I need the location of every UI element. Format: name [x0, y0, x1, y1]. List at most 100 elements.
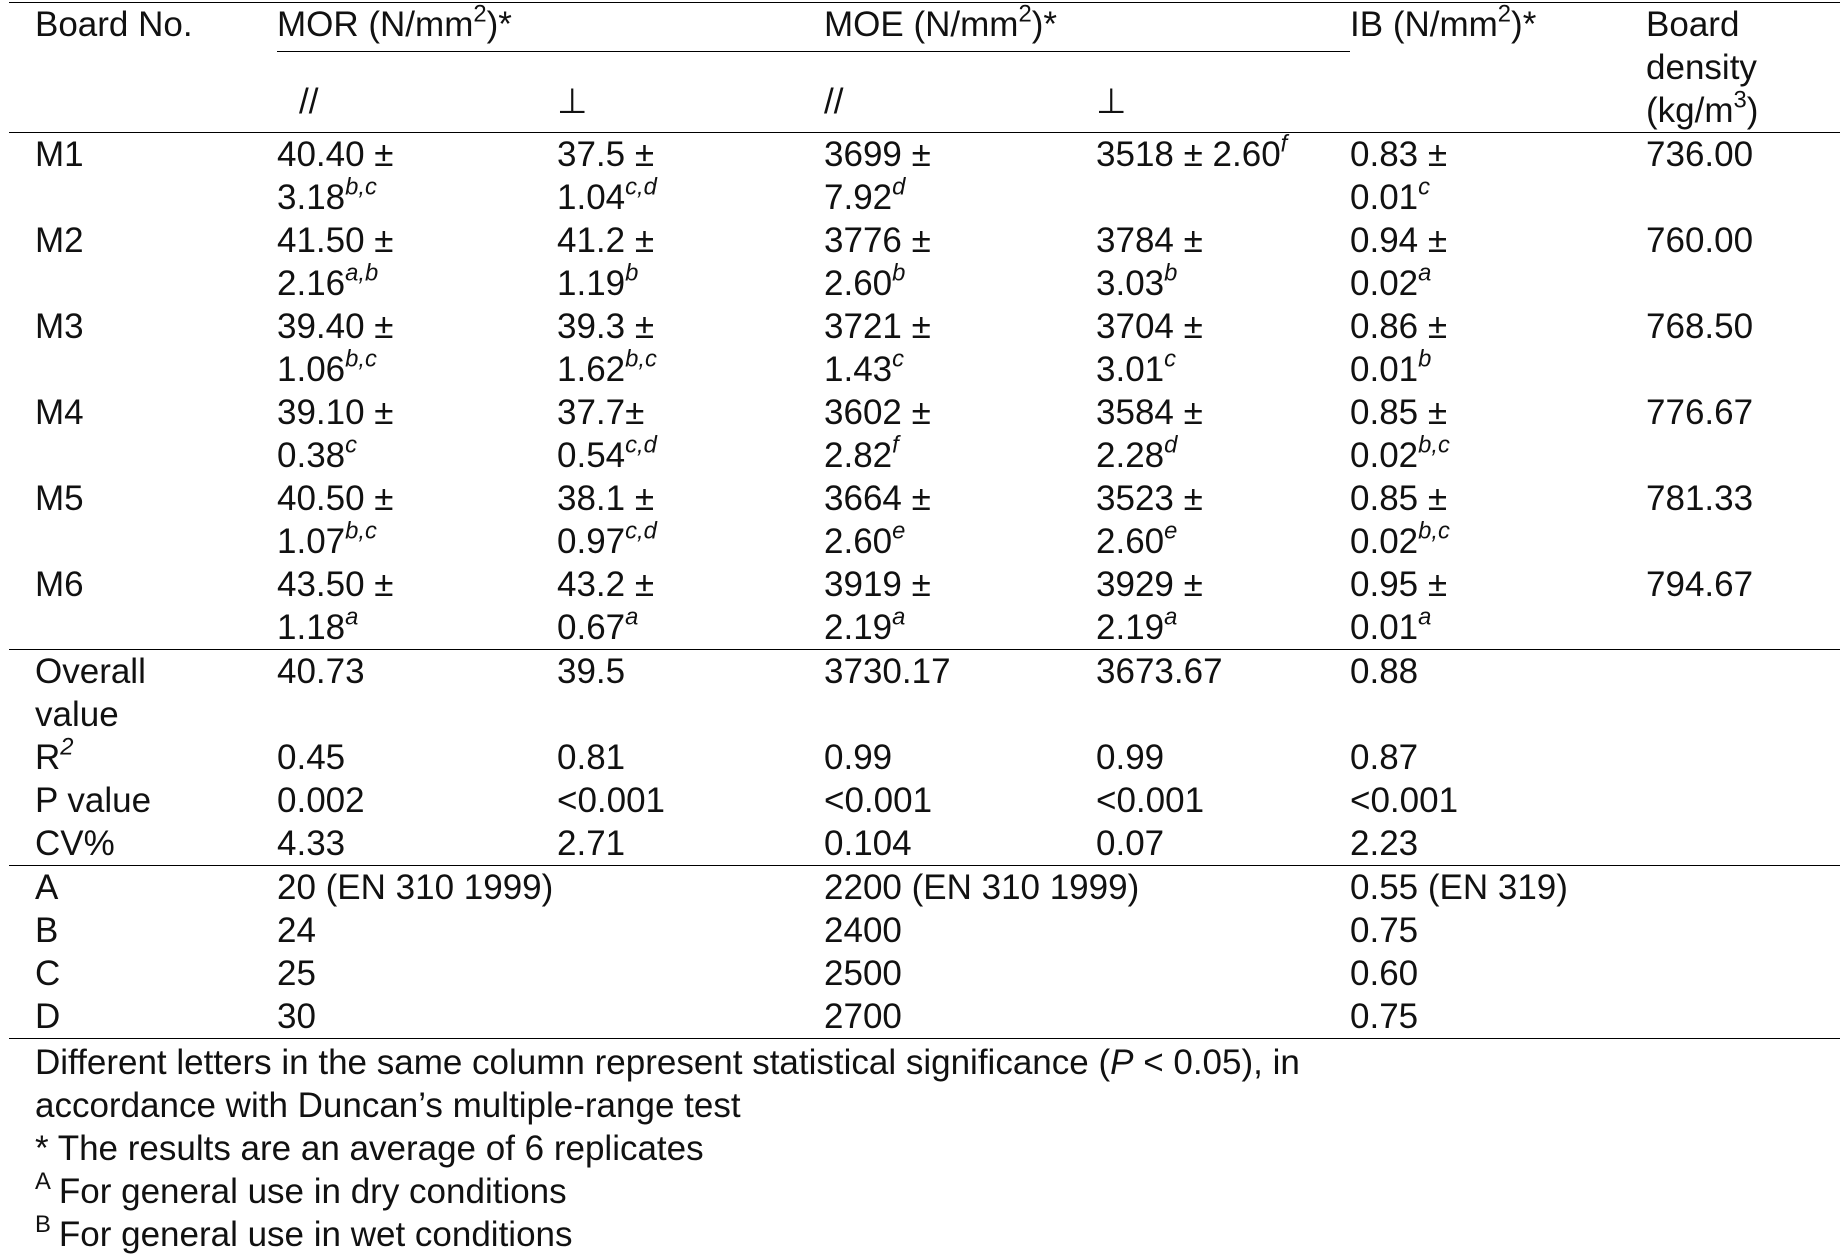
cell-text: 2200 (EN 310 1999) — [824, 868, 1140, 907]
cell-text: M2 — [35, 221, 84, 260]
cell-text: 776.67 — [1646, 393, 1754, 432]
cell: 0.002 — [277, 779, 557, 822]
cell-text: MOR (N/mm — [277, 5, 474, 44]
cell: 39.40 ± 1.06b,c — [277, 305, 557, 391]
cell: 794.67 — [1646, 563, 1840, 650]
cell-text: 3602 ± 2.82 — [824, 393, 931, 475]
cell-text: 794.67 — [1646, 565, 1754, 604]
cell-text: M4 — [35, 393, 84, 432]
superscript: b,c — [345, 173, 377, 201]
cell: 40.40 ± 3.18b,c — [277, 132, 557, 219]
cell: 2700 — [824, 995, 1351, 1039]
cell-text: 40.40 ± 3.18 — [277, 135, 394, 217]
superscript: b — [625, 259, 639, 287]
superscript: 2 — [60, 733, 74, 761]
empty-cell — [1646, 995, 1840, 1039]
row-label: M3 — [9, 305, 277, 391]
superscript: b — [892, 259, 906, 287]
cell: 3673.67 — [1096, 649, 1351, 736]
superscript: c,d — [625, 517, 657, 545]
row-label: M2 — [9, 219, 277, 305]
cell-text: 3776 ± 2.60 — [824, 221, 931, 303]
cell-text: 39.10 ± 0.38 — [277, 393, 394, 475]
cell-text: 0.87 — [1350, 738, 1419, 777]
cell-text: M6 — [35, 565, 84, 604]
cell-text: )* — [1511, 5, 1537, 44]
cell: 3929 ± 2.19a — [1096, 563, 1350, 650]
cell: 3664 ± 2.60e — [824, 477, 1096, 563]
cell: 43.50 ± 1.18a — [277, 563, 557, 650]
superscript: a — [892, 603, 906, 631]
cell: 2.71 — [557, 822, 824, 866]
cell-text: For general use in wet conditions — [58, 1215, 573, 1254]
superscript: c — [892, 345, 905, 373]
superscript: 2 — [473, 0, 487, 28]
cell-text: ⊥ — [557, 82, 588, 122]
cell-text: M5 — [35, 479, 84, 518]
cell-text: 0.55 (EN 319) — [1350, 868, 1568, 907]
header-row: Board No. MOR (N/mm2)* MOE (N/mm2)* IB (N/m… — [9, 0, 1840, 133]
cell-text: // — [299, 82, 319, 122]
cell-text: 3699 ± 7.92 — [824, 135, 931, 217]
superscript: a — [1418, 259, 1432, 287]
cell: 40.50 ± 1.07b,c — [277, 477, 557, 563]
superscript: f — [892, 431, 899, 459]
superscript: b,c — [625, 345, 657, 373]
superscript: b,c — [345, 517, 377, 545]
cell: <0.001 — [557, 779, 824, 822]
cell-text: 3523 ± 2.60 — [1096, 479, 1203, 561]
cell-text: 24 — [277, 911, 316, 950]
cell: 39.5 — [557, 649, 825, 736]
cell-text: 39.3 ± 1.62 — [557, 307, 655, 389]
cell-text: 0.45 — [277, 738, 346, 777]
cell-text: 40.50 ± 1.07 — [277, 479, 394, 561]
cell: 0.87 — [1350, 736, 1646, 779]
cell-text: R — [35, 738, 61, 777]
cell-text: 39.5 — [557, 652, 626, 691]
cell: 39.3 ± 1.62b,c — [557, 305, 824, 391]
standard-row: A 20 (EN 310 1999) 2200 (EN 310 1999) 0.55 … — [9, 865, 1840, 909]
cell-text: 0.99 — [824, 738, 893, 777]
empty-cell — [1646, 865, 1840, 909]
cell-text: )* — [1031, 5, 1057, 44]
italic-text: P — [1110, 1043, 1134, 1082]
cell: 768.50 — [1646, 305, 1840, 391]
cell-text: 0.86 ± 0.01 — [1350, 307, 1448, 389]
cell: 3584 ± 2.28d — [1096, 391, 1350, 477]
footnote-mark: A — [35, 1167, 51, 1195]
superscript: b — [1164, 259, 1178, 287]
cell: 0.45 — [277, 736, 557, 779]
empty-cell — [1646, 649, 1840, 736]
cell-text: A — [35, 868, 59, 907]
table-body: Board No. MOR (N/mm2)* MOE (N/mm2)* IB (N/m… — [9, 0, 1840, 1039]
standard-row: B 24 2400 0.75 — [9, 909, 1840, 952]
cell-text: 3919 ± 2.19 — [824, 565, 931, 647]
cell: 39.10 ± 0.38c — [277, 391, 557, 477]
summary-row: Overall value 40.73 39.5 3730.17 3673.67 0.88 — [9, 649, 1840, 736]
cell-text: 0.002 — [277, 781, 365, 820]
cell: 0.60 — [1350, 952, 1646, 995]
header-cell: Board density (kg/m3) — [1646, 2, 1840, 133]
footnotes: Different letters in the same column rep… — [35, 1041, 1825, 1256]
cell-text: )* — [486, 5, 512, 44]
cell: 3730.17 — [824, 649, 1097, 736]
row-label: M6 — [9, 563, 277, 650]
cell: 0.75 — [1350, 909, 1646, 952]
header-sub: ⊥ — [1096, 52, 1350, 133]
cell-text: 30 — [277, 997, 316, 1036]
summary-row: CV% 4.33 2.71 0.104 0.07 2.23 — [9, 822, 1840, 866]
cell-text: 43.2 ± 0.67 — [557, 565, 655, 647]
row-label: R2 — [9, 733, 277, 779]
cell: 25 — [277, 952, 824, 995]
superscript: 2 — [1497, 0, 1512, 28]
header-group: MOE (N/mm2)* — [824, 1, 1351, 53]
cell: 0.85 ± 0.02b,c — [1350, 391, 1646, 477]
cell: 37.5 ± 1.04c,d — [557, 132, 825, 219]
cell-text: 43.50 ± 1.18 — [277, 565, 394, 647]
standard-row: C 25 2500 0.60 — [9, 952, 1840, 995]
superscript: b,c — [345, 345, 377, 373]
superscript: d — [1164, 431, 1178, 459]
header-sub: // — [277, 52, 557, 133]
cell: 43.2 ± 0.67a — [557, 563, 824, 650]
cell-text: 760.00 — [1646, 221, 1754, 260]
